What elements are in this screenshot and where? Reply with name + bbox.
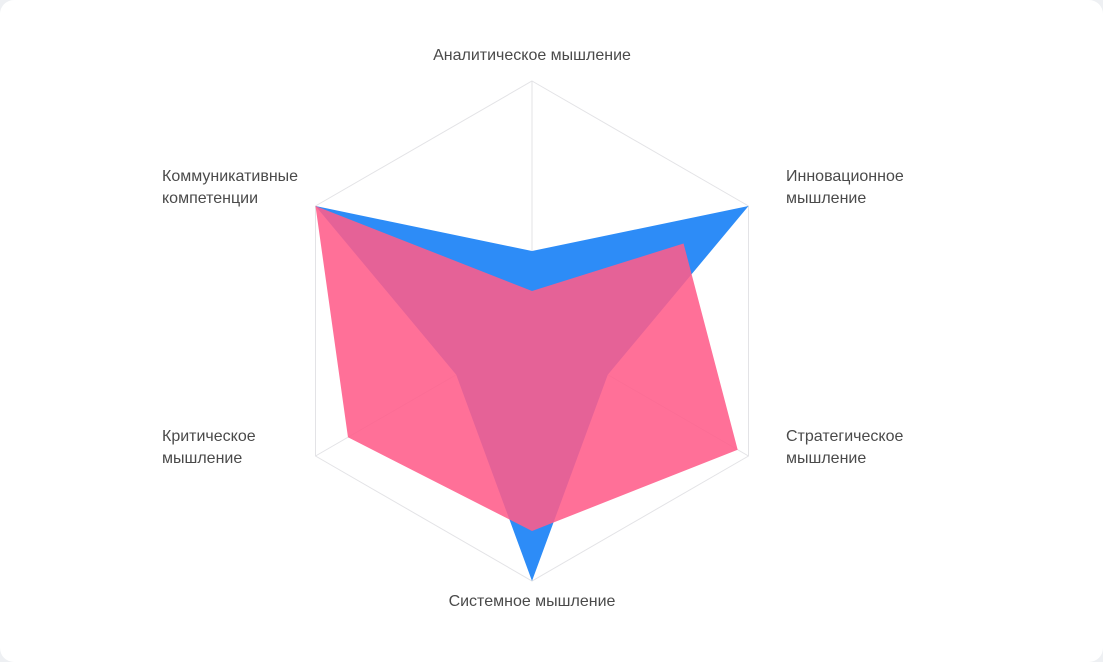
axis-label-line: мышление: [786, 190, 866, 207]
radar-series-2-area: [315, 206, 738, 531]
axis-label-line: мышление: [162, 450, 242, 467]
axis-label-1: Аналитическое мышление: [433, 47, 631, 64]
axis-label-line: Инновационное: [786, 168, 904, 185]
axis-label-line: Коммуникативные: [162, 168, 298, 185]
axis-label-5: Критическое мышление: [162, 428, 256, 467]
axis-label-4: Системное мышление: [449, 593, 616, 610]
axis-label-6: Коммуникативные компетенции: [162, 168, 298, 207]
axis-label-line: Стратегическое: [786, 428, 903, 445]
radar-series: [315, 206, 749, 581]
axis-label-3: Стратегическое мышление: [786, 428, 903, 467]
radar-axis-labels: Аналитическое мышление Инновационное мышле…: [162, 47, 904, 610]
axis-label-line: Критическое: [162, 428, 256, 445]
axis-label-line: мышление: [786, 450, 866, 467]
axis-label-line: Аналитическое мышление: [433, 47, 631, 64]
axis-label-line: Системное мышление: [449, 593, 616, 610]
axis-label-2: Инновационное мышление: [786, 168, 904, 207]
axis-label-line: компетенции: [162, 190, 258, 207]
